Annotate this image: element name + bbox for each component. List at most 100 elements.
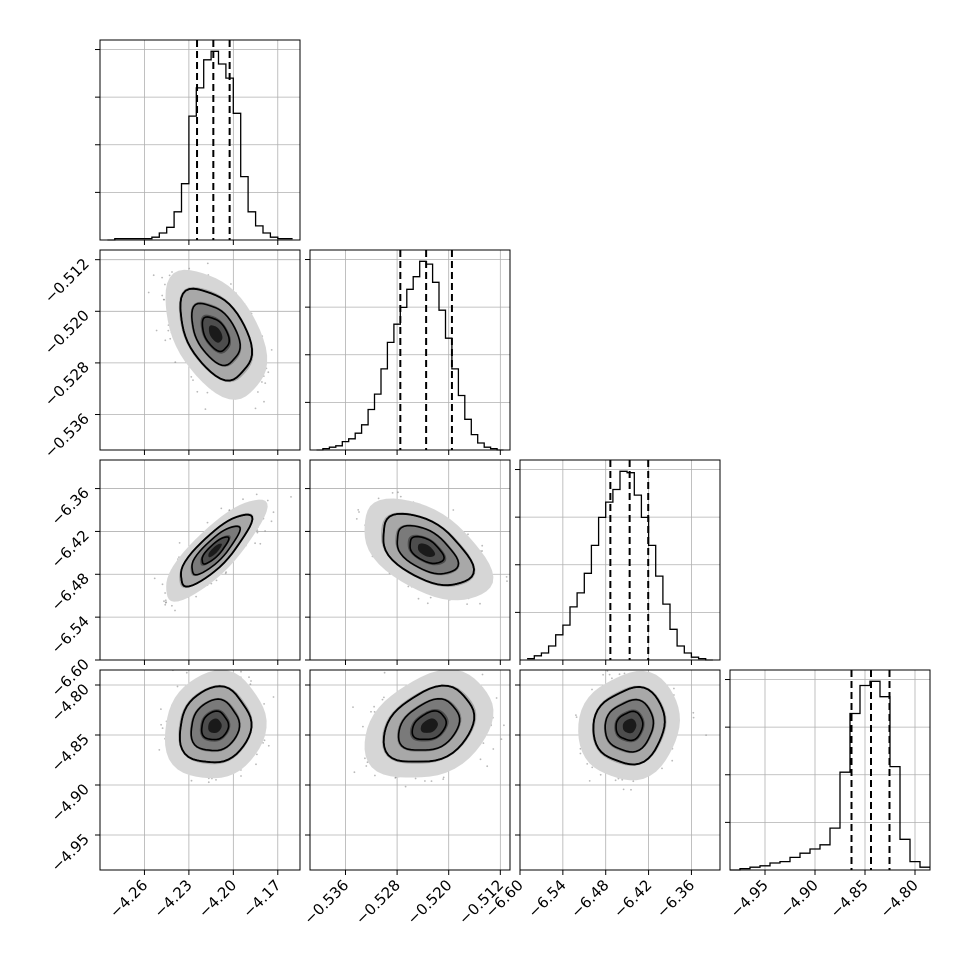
scatter-point [215, 579, 218, 582]
x-tick-label: −4.26 [106, 876, 151, 921]
scatter-point [174, 609, 176, 612]
scatter-point [196, 390, 199, 393]
histogram-step [107, 50, 293, 241]
scatter-point [399, 495, 402, 498]
contour-outer [382, 684, 476, 763]
scatter-point [479, 602, 481, 605]
scatter-point [272, 511, 275, 514]
panel-frame [309, 669, 511, 871]
scatter-point [495, 697, 498, 699]
panel-frame [99, 669, 301, 871]
hist-panel-2 [515, 459, 721, 661]
scatter-panel-0-2 [99, 459, 301, 661]
contour-line [201, 536, 230, 565]
scatter-point [466, 603, 468, 605]
scatter-point [188, 267, 191, 270]
scatter-point [500, 738, 503, 740]
scatter-point [611, 677, 613, 680]
scatter-point [171, 271, 173, 273]
scatter-point [249, 683, 252, 686]
density-fill [420, 718, 438, 733]
scatter-point [383, 696, 385, 699]
panel-frame [99, 39, 301, 241]
scatter-point [147, 291, 150, 294]
scatter-point [263, 400, 265, 403]
scatter-panel-1-3 [309, 669, 511, 871]
scatter-point [164, 283, 166, 286]
scatter-point [160, 708, 162, 710]
scatter-point [492, 748, 495, 750]
scatter-point [270, 349, 273, 351]
histogram-step [316, 260, 504, 451]
scatter-point [505, 576, 508, 578]
contour-line [190, 698, 241, 752]
scatter-point [692, 711, 695, 714]
scatter-point [614, 779, 617, 782]
scatter-point [407, 585, 410, 588]
scatter-panel-0-3 [99, 641, 301, 871]
scatter-point [602, 673, 604, 676]
scatter-point [240, 670, 242, 673]
scatter-point [254, 542, 256, 545]
scatter-point [424, 780, 426, 782]
contour-line [409, 535, 445, 565]
y-tick-label: −0.536 [41, 410, 93, 462]
x-tick-label: −0.536 [300, 876, 352, 928]
scatter-point [417, 597, 420, 600]
scatter-point [190, 376, 193, 378]
scatter-point [164, 601, 167, 604]
scatter-point [599, 773, 602, 776]
scatter-point [240, 775, 242, 777]
scatter-point [250, 680, 252, 682]
panel-frame [519, 459, 721, 661]
y-tick-label: −0.512 [41, 255, 93, 307]
scatter-point [256, 753, 258, 756]
scatter-point [355, 518, 358, 520]
contour-line [396, 524, 460, 575]
scatter-point [429, 596, 432, 599]
scatter-point [164, 339, 167, 342]
x-tick-label: −0.520 [404, 876, 456, 928]
contour-line [200, 710, 230, 741]
y-tick-label: −6.48 [48, 569, 93, 614]
scatter-point [272, 696, 275, 698]
scatter-point [224, 572, 227, 575]
scatter-point [255, 763, 257, 766]
scatter-point [370, 710, 372, 713]
scatter-point [264, 530, 266, 532]
panel-frame [519, 669, 721, 871]
scatter-point [158, 749, 161, 751]
scatter-point [373, 705, 375, 708]
scatter-point [661, 767, 663, 770]
scatter-point [262, 742, 264, 744]
scatter-point [254, 407, 257, 410]
scatter-point [591, 766, 594, 769]
contour-line [191, 525, 242, 576]
scatter-point [264, 382, 267, 384]
contour-outer [180, 513, 254, 588]
scatter-point [671, 759, 674, 762]
scatter-point [383, 671, 386, 674]
scatter-point [267, 371, 270, 374]
scatter-point [171, 604, 173, 607]
scatter-point [467, 533, 469, 536]
density-fill [622, 718, 637, 734]
scatter-point [161, 583, 164, 586]
scatter-point [352, 706, 354, 708]
contour-line [615, 710, 644, 742]
scatter-point [479, 758, 482, 761]
scatter-point [414, 777, 417, 780]
scatter-point [374, 774, 376, 777]
x-tick-label: −6.48 [567, 876, 612, 921]
scatter-point [618, 673, 621, 676]
scatter-point [362, 725, 364, 728]
hist-panel-3 [725, 669, 931, 871]
panel-frame [99, 459, 301, 661]
scatter-point [481, 544, 484, 547]
scatter-point [248, 641, 250, 643]
scatter-point [164, 592, 167, 594]
scatter-point [575, 716, 578, 718]
contour-outer [592, 685, 666, 766]
scatter-panel-1-2 [309, 459, 511, 661]
